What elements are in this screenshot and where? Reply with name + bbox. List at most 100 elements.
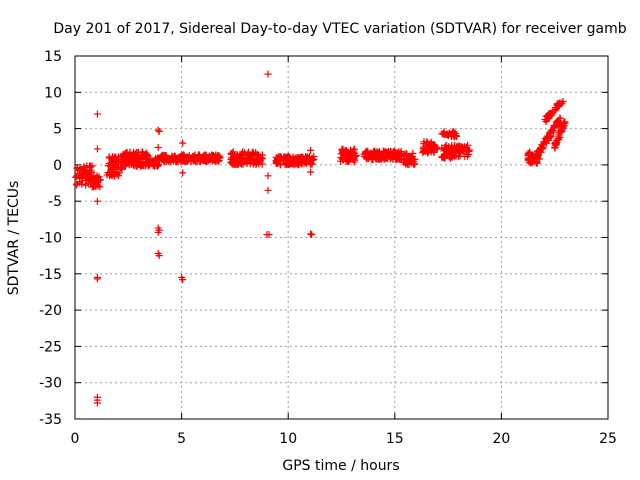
data-point [230, 153, 238, 161]
data-point [384, 148, 392, 156]
y-tick-label: 10 [44, 85, 62, 101]
data-point [438, 144, 446, 152]
data-point [264, 172, 272, 180]
data-point [546, 110, 554, 118]
data-point [403, 159, 411, 167]
data-point [441, 130, 449, 138]
x-tick-label: 5 [177, 431, 186, 447]
data-point [197, 154, 205, 162]
data-point [187, 158, 195, 166]
data-point [441, 145, 449, 153]
data-point [442, 142, 450, 150]
y-tick-label: -35 [39, 412, 62, 428]
data-point [463, 152, 471, 160]
data-point [234, 159, 242, 167]
data-point [154, 126, 162, 134]
data-point [93, 399, 101, 407]
data-point [555, 101, 563, 109]
data-point [179, 276, 187, 284]
data-point [154, 228, 162, 236]
data-point [121, 154, 129, 162]
data-point [451, 142, 459, 150]
data-point [530, 158, 538, 166]
data-point [351, 156, 359, 164]
data-point [400, 151, 408, 159]
data-point [179, 169, 187, 177]
data-point [151, 160, 159, 168]
data-points [72, 70, 569, 407]
y-tick-label: 0 [53, 158, 62, 174]
data-point [559, 98, 567, 106]
data-point [560, 122, 568, 130]
y-tick-label: 5 [53, 122, 62, 138]
x-tick-label: 25 [599, 431, 617, 447]
data-point [142, 151, 150, 159]
data-point [524, 155, 532, 163]
data-point [552, 140, 560, 148]
data-point [387, 149, 395, 157]
x-tick-label: 20 [492, 431, 510, 447]
data-point [303, 160, 311, 168]
data-point [291, 155, 299, 163]
y-tick-label: -5 [48, 194, 62, 210]
data-point [108, 168, 116, 176]
data-point [72, 173, 80, 181]
data-point [446, 154, 454, 162]
data-point [545, 111, 553, 119]
y-axis-label: SDTVAR / TECUs [6, 181, 22, 296]
data-point [448, 129, 456, 137]
data-point [238, 154, 246, 162]
x-tick-label: 0 [71, 431, 80, 447]
data-point [526, 159, 534, 167]
data-point [543, 116, 551, 124]
data-point [300, 155, 308, 163]
ticks: 0 5 10 15 20 25 -35 -30 -25 -20 -15 -10 -5 0 5 10 15 [39, 49, 617, 447]
data-point [554, 132, 562, 140]
data-point [138, 148, 146, 156]
data-point [215, 157, 223, 165]
data-point [132, 152, 140, 160]
data-point [80, 163, 88, 171]
data-point [308, 231, 316, 239]
y-tick-label: -15 [39, 267, 62, 283]
data-point [93, 275, 101, 283]
data-point [155, 252, 163, 260]
data-point [310, 152, 318, 160]
data-point [154, 143, 162, 151]
y-tick-label: -20 [39, 303, 62, 319]
data-point [212, 151, 220, 159]
data-point [539, 145, 547, 153]
data-point [275, 152, 283, 160]
data-point [549, 127, 557, 135]
data-point [307, 146, 315, 154]
data-point [439, 153, 447, 161]
x-axis-label: GPS time / hours [282, 458, 399, 474]
data-point [344, 148, 352, 156]
data-point [378, 150, 386, 158]
data-point [243, 151, 251, 159]
y-tick-label: -25 [39, 339, 62, 355]
y-tick-label: -30 [39, 376, 62, 392]
data-point [158, 156, 166, 164]
data-point [172, 158, 180, 166]
x-tick-label: 15 [386, 431, 404, 447]
data-point [364, 152, 372, 160]
data-point [341, 154, 349, 162]
data-point [350, 145, 358, 153]
data-point [419, 149, 427, 157]
data-point [162, 152, 170, 160]
data-point [211, 155, 219, 163]
data-point [432, 144, 440, 152]
data-point [430, 149, 438, 157]
grid [75, 56, 608, 419]
data-point [87, 167, 95, 175]
data-point [184, 153, 192, 161]
data-point [545, 134, 553, 142]
data-point [407, 153, 415, 161]
data-point [107, 159, 115, 167]
data-point [246, 160, 254, 168]
data-point [264, 186, 272, 194]
data-point [362, 148, 370, 156]
data-point [284, 153, 292, 161]
